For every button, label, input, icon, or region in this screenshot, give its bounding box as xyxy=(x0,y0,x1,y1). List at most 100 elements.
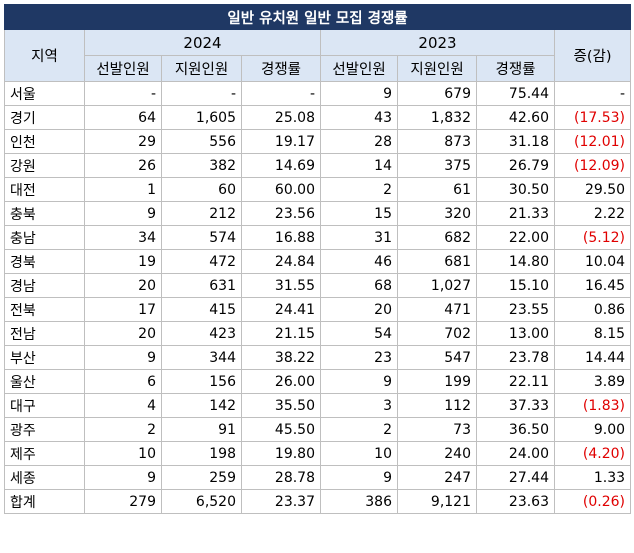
header-selected-2023: 선발인원 xyxy=(320,55,398,82)
table-row: 인천 29 556 19.17 28 873 31.18 (12.01) xyxy=(4,129,632,154)
cell-applicants-2024: - xyxy=(161,81,242,106)
cell-applicants-2023: 547 xyxy=(397,345,477,370)
cell-applicants-2023: 61 xyxy=(397,177,477,202)
cell-change: (12.09) xyxy=(553,153,632,178)
cell-selected-2023: 9 xyxy=(320,81,398,106)
header-year-2023: 2023 xyxy=(320,29,555,56)
cell-ratio-2024: 24.84 xyxy=(241,249,321,274)
cell-selected-2023: 386 xyxy=(320,489,398,514)
table-row: 대구 4 142 35.50 3 112 37.33 (1.83) xyxy=(4,393,632,418)
cell-applicants-2024: 631 xyxy=(161,273,242,298)
cell-change: 9.00 xyxy=(553,417,632,442)
cell-selected-2024: 17 xyxy=(84,297,162,322)
cell-selected-2023: 15 xyxy=(320,201,398,226)
cell-change: 10.04 xyxy=(553,249,632,274)
cell-region: 부산 xyxy=(4,345,85,370)
cell-region: 경남 xyxy=(4,273,85,298)
cell-ratio-2024: 60.00 xyxy=(241,177,321,202)
cell-applicants-2023: 1,027 xyxy=(397,273,477,298)
cell-selected-2024: 26 xyxy=(84,153,162,178)
cell-change: 14.44 xyxy=(553,345,632,370)
cell-change: (0.26) xyxy=(553,489,632,514)
cell-selected-2024: 10 xyxy=(84,441,162,466)
cell-applicants-2024: 6,520 xyxy=(161,489,242,514)
cell-ratio-2023: 26.79 xyxy=(476,153,555,178)
cell-applicants-2024: 382 xyxy=(161,153,242,178)
cell-selected-2024: 64 xyxy=(84,105,162,130)
cell-applicants-2023: 199 xyxy=(397,369,477,394)
cell-ratio-2024: 28.78 xyxy=(241,465,321,490)
cell-ratio-2024: 23.56 xyxy=(241,201,321,226)
cell-ratio-2023: 23.55 xyxy=(476,297,555,322)
cell-change: (12.01) xyxy=(553,129,632,154)
table-row: 광주 2 91 45.50 2 73 36.50 9.00 xyxy=(4,417,632,442)
cell-ratio-2023: 14.80 xyxy=(476,249,555,274)
cell-applicants-2023: 682 xyxy=(397,225,477,250)
table-row: 충남 34 574 16.88 31 682 22.00 (5.12) xyxy=(4,225,632,250)
cell-applicants-2023: 247 xyxy=(397,465,477,490)
cell-applicants-2024: 142 xyxy=(161,393,242,418)
cell-region: 세종 xyxy=(4,465,85,490)
cell-applicants-2024: 574 xyxy=(161,225,242,250)
cell-selected-2023: 14 xyxy=(320,153,398,178)
cell-ratio-2024: 45.50 xyxy=(241,417,321,442)
cell-ratio-2024: 26.00 xyxy=(241,369,321,394)
table-row: 대전 1 60 60.00 2 61 30.50 29.50 xyxy=(4,177,632,202)
cell-ratio-2024: 35.50 xyxy=(241,393,321,418)
cell-region: 전남 xyxy=(4,321,85,346)
cell-region: 제주 xyxy=(4,441,85,466)
header-ratio-2023: 경쟁률 xyxy=(476,55,555,82)
cell-region: 인천 xyxy=(4,129,85,154)
cell-region: 전북 xyxy=(4,297,85,322)
cell-applicants-2023: 320 xyxy=(397,201,477,226)
cell-ratio-2023: 24.00 xyxy=(476,441,555,466)
cell-change: 1.33 xyxy=(553,465,632,490)
cell-ratio-2024: 31.55 xyxy=(241,273,321,298)
cell-ratio-2024: - xyxy=(241,81,321,106)
cell-region: 강원 xyxy=(4,153,85,178)
cell-selected-2023: 31 xyxy=(320,225,398,250)
table-row: 충북 9 212 23.56 15 320 21.33 2.22 xyxy=(4,201,632,226)
cell-applicants-2024: 472 xyxy=(161,249,242,274)
cell-applicants-2024: 415 xyxy=(161,297,242,322)
cell-ratio-2023: 22.11 xyxy=(476,369,555,394)
cell-change: - xyxy=(553,81,632,106)
cell-selected-2023: 20 xyxy=(320,297,398,322)
cell-ratio-2024: 38.22 xyxy=(241,345,321,370)
cell-applicants-2024: 259 xyxy=(161,465,242,490)
cell-region: 대전 xyxy=(4,177,85,202)
cell-ratio-2023: 21.33 xyxy=(476,201,555,226)
cell-selected-2023: 10 xyxy=(320,441,398,466)
header-ratio-2024: 경쟁률 xyxy=(241,55,321,82)
cell-region: 서울 xyxy=(4,81,85,106)
cell-applicants-2024: 198 xyxy=(161,441,242,466)
cell-selected-2024: 9 xyxy=(84,465,162,490)
cell-change: 16.45 xyxy=(553,273,632,298)
table-row: 전북 17 415 24.41 20 471 23.55 0.86 xyxy=(4,297,632,322)
cell-ratio-2023: 13.00 xyxy=(476,321,555,346)
cell-selected-2024: - xyxy=(84,81,162,106)
table-row: 제주 10 198 19.80 10 240 24.00 (4.20) xyxy=(4,441,632,466)
cell-region: 합계 xyxy=(4,489,85,514)
cell-selected-2023: 46 xyxy=(320,249,398,274)
cell-region: 대구 xyxy=(4,393,85,418)
cell-applicants-2023: 375 xyxy=(397,153,477,178)
cell-ratio-2023: 30.50 xyxy=(476,177,555,202)
cell-applicants-2023: 1,832 xyxy=(397,105,477,130)
cell-region: 충북 xyxy=(4,201,85,226)
cell-region: 충남 xyxy=(4,225,85,250)
table-row: 경기 64 1,605 25.08 43 1,832 42.60 (17.53) xyxy=(4,105,632,130)
cell-ratio-2024: 21.15 xyxy=(241,321,321,346)
cell-applicants-2023: 73 xyxy=(397,417,477,442)
cell-ratio-2023: 36.50 xyxy=(476,417,555,442)
cell-ratio-2023: 42.60 xyxy=(476,105,555,130)
cell-applicants-2023: 9,121 xyxy=(397,489,477,514)
table-row: 전남 20 423 21.15 54 702 13.00 8.15 xyxy=(4,321,632,346)
cell-selected-2024: 19 xyxy=(84,249,162,274)
header-applicants-2023: 지원인원 xyxy=(397,55,477,82)
cell-applicants-2024: 156 xyxy=(161,369,242,394)
cell-ratio-2024: 24.41 xyxy=(241,297,321,322)
cell-selected-2024: 9 xyxy=(84,201,162,226)
cell-selected-2024: 34 xyxy=(84,225,162,250)
cell-applicants-2023: 471 xyxy=(397,297,477,322)
